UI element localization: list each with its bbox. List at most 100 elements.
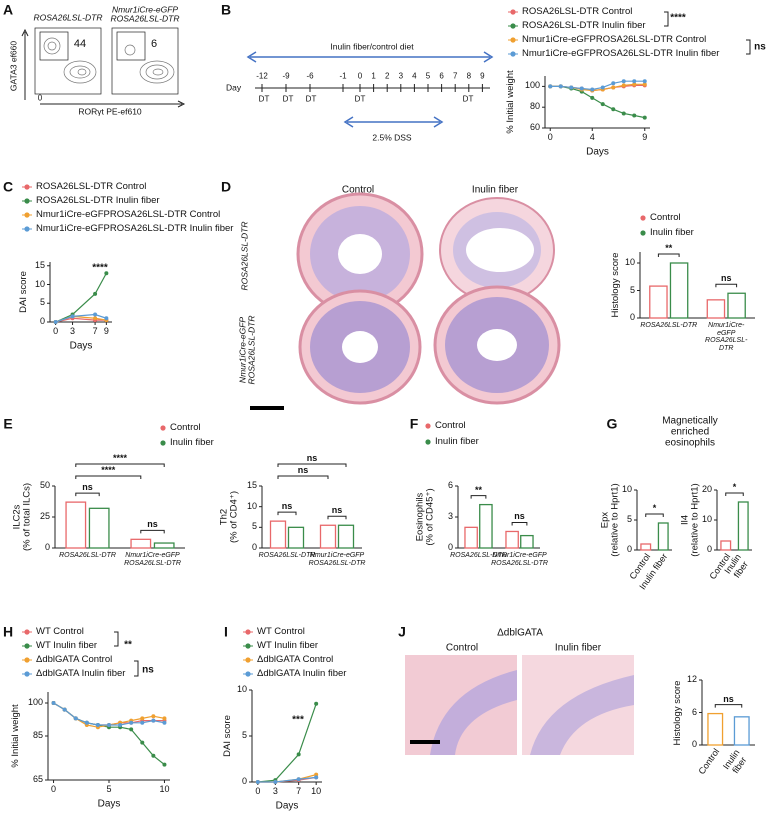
y-tick-label: 5 — [241, 730, 247, 741]
axis-label: 0 — [37, 93, 43, 103]
legend-label: ROSA26LSL-DTR Control — [522, 5, 633, 17]
legend-label: Nmur1iCre-eGFPROSA26LSL-DTR Inulin fiber — [522, 47, 720, 59]
significance-bracket — [725, 492, 744, 496]
histology-images — [250, 192, 561, 410]
significance: ** — [124, 639, 132, 651]
panel-letter: F — [409, 415, 419, 432]
data-point — [642, 115, 647, 120]
timeline-label: Day — [226, 82, 242, 93]
y-tick-label: 6 — [691, 706, 697, 717]
timeline-day: 3 — [398, 71, 404, 81]
legend-marker — [510, 9, 516, 15]
y-axis-label: Eosinophils (% of CD45⁺) — [414, 488, 436, 546]
bar — [720, 540, 732, 551]
x-tick-label: ROSA26LSL-DTR — [59, 552, 116, 559]
legend-label: Inulin fiber — [650, 226, 694, 238]
data-point — [140, 720, 145, 725]
panel-letter: I — [224, 623, 228, 640]
significance: ns — [306, 453, 318, 464]
panel-title: Magnetically enriched eosinophils — [662, 415, 718, 449]
data-point — [151, 714, 156, 719]
data-point — [621, 83, 626, 88]
significance-bracket — [277, 475, 329, 479]
series-line — [257, 776, 317, 783]
timeline-day: 7 — [452, 71, 458, 81]
y-tick-label: 0 — [44, 542, 50, 553]
bar — [287, 526, 305, 549]
y-tick-label: 10 — [246, 500, 257, 511]
y-tick-label: 5 — [39, 297, 45, 308]
bar — [464, 526, 478, 549]
column-header: Control — [341, 184, 375, 196]
data-point — [51, 701, 56, 705]
data-point — [273, 780, 278, 784]
y-axis-label: Histology score — [609, 252, 621, 318]
series-line — [53, 702, 165, 766]
timeline-day: -12 — [256, 71, 268, 81]
significance: ns — [331, 505, 343, 516]
significance-bracket — [511, 521, 528, 526]
significance-bracket — [75, 463, 165, 467]
bar — [505, 530, 519, 549]
data-point — [140, 716, 145, 721]
row-header: ROSA26LSL-DTR — [239, 221, 250, 291]
y-axis-label: % Initial weight — [504, 70, 516, 134]
panel-letter: J — [398, 623, 406, 640]
legend-marker — [510, 23, 516, 29]
data-point — [590, 95, 595, 100]
timeline-day: -6 — [306, 71, 314, 81]
legend-marker — [24, 226, 30, 232]
plot-title: ROSA26LSL-DTR — [33, 12, 103, 23]
flow-plots — [21, 27, 186, 108]
x-tick-label: 9 — [103, 326, 109, 337]
y-tick-label: 12 — [686, 674, 697, 685]
timeline — [246, 51, 494, 128]
data-point — [558, 84, 563, 89]
y-tick-label: 3 — [447, 511, 453, 522]
y-tick-label: 0 — [706, 544, 712, 555]
significance-bracket — [746, 39, 751, 55]
significance: ns — [281, 501, 293, 512]
timeline-day: 4 — [412, 71, 417, 81]
legend-label: ΔdblGATA Control — [36, 653, 113, 665]
panel-letter: C — [2, 178, 14, 195]
bar — [727, 292, 746, 319]
column-header: Inulin fiber — [471, 184, 519, 196]
significance-bracket — [645, 513, 664, 517]
significance: **** — [670, 12, 686, 24]
significance-bracket — [277, 511, 297, 516]
data-point — [129, 727, 134, 732]
significance: **** — [101, 465, 116, 476]
y-axis-label: Epx (relative to Hprt1) — [599, 483, 621, 557]
histology-images — [405, 655, 634, 755]
panel-letter: D — [220, 178, 232, 195]
data-point — [600, 85, 605, 90]
bar — [733, 716, 750, 746]
legend-label: ROSA26LSL-DTR Inulin fiber — [522, 19, 646, 31]
data-point — [151, 753, 156, 758]
x-tick-label: 7 — [296, 786, 302, 797]
legend-label: Control — [435, 419, 466, 431]
y-tick-label: 10 — [34, 278, 45, 289]
legend-marker — [24, 184, 30, 190]
y-tick-label: 20 — [701, 484, 712, 495]
significance: ns — [142, 664, 154, 676]
legend-label: Control — [170, 421, 201, 433]
bar — [153, 542, 175, 549]
significance: ns — [514, 511, 525, 522]
data-point — [600, 102, 605, 107]
bar — [669, 262, 689, 319]
timeline-day: -1 — [339, 71, 347, 81]
timeline-day: 9 — [480, 71, 485, 81]
legend-label: Nmur1iCre-eGFPROSA26LSL-DTR Inulin fiber — [36, 222, 234, 234]
legend-marker — [24, 198, 30, 204]
significance-bracket — [657, 253, 680, 257]
legend-label: WT Control — [36, 625, 84, 637]
legend-label: Inulin fiber — [435, 435, 479, 447]
significance: ns — [723, 693, 734, 704]
series-line — [550, 85, 645, 119]
legend-marker — [24, 671, 30, 677]
legend-label: Nmur1iCre-eGFPROSA26LSL-DTR Control — [36, 208, 221, 220]
row-header: Nmur1iCre-eGFP ROSA26LSL-DTR — [237, 315, 257, 385]
